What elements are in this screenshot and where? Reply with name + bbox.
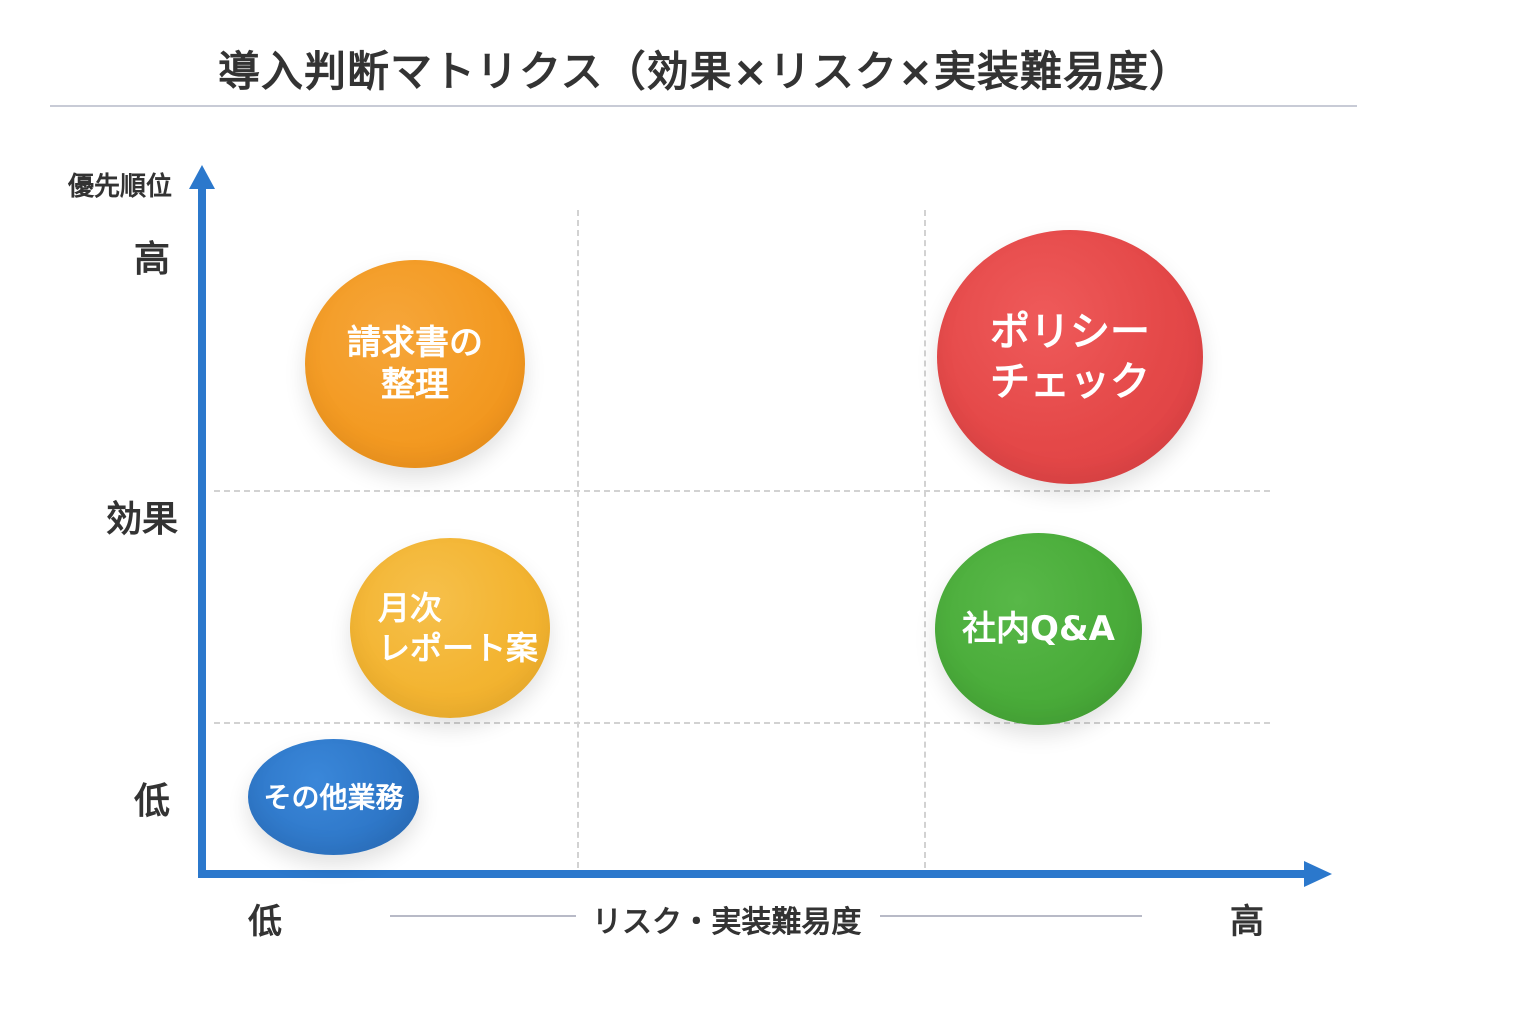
y-axis-line: [198, 186, 206, 878]
y-axis-title: 優先順位: [68, 172, 173, 202]
x-axis-low-label: 低: [248, 902, 282, 942]
x-axis-high-label: 高: [1230, 902, 1264, 942]
bubble-internal-qa: 社内Q&A: [935, 533, 1142, 725]
bubble-invoice-organization-label: 請求書の 整理: [347, 322, 483, 406]
grid-line-horizontal-1: [214, 490, 1270, 492]
grid-line-horizontal-2: [214, 722, 1270, 724]
x-axis-arrow-icon: [1304, 861, 1332, 887]
x-axis-title-left-rule: [390, 915, 576, 917]
y-axis-low-label: 低: [134, 781, 171, 822]
x-axis-title-right-rule: [880, 915, 1142, 917]
title-divider: [50, 105, 1357, 107]
bubble-other-work-label: その他業務: [263, 780, 404, 814]
y-axis-arrow-icon: [189, 165, 215, 189]
bubble-policy-check-label: ポリシー チェック: [990, 309, 1150, 405]
bubble-monthly-report-draft-label: 月次 レポート案: [378, 589, 539, 667]
x-axis-line: [198, 870, 1310, 878]
y-axis-high-label: 高: [134, 239, 171, 280]
bubble-other-work: その他業務: [248, 739, 419, 855]
bubble-internal-qa-label: 社内Q&A: [962, 608, 1115, 649]
grid-line-vertical-2: [924, 210, 926, 868]
bubble-monthly-report-draft: 月次 レポート案: [350, 538, 550, 718]
page-title: 導入判断マトリクス（効果×リスク×実装難易度）: [217, 47, 1193, 96]
x-axis-title: リスク・実装難易度: [592, 905, 862, 940]
bubble-policy-check: ポリシー チェック: [937, 230, 1203, 484]
bubble-invoice-organization: 請求書の 整理: [305, 260, 525, 468]
grid-line-vertical-1: [577, 210, 579, 868]
y-axis-effect-label: 効果: [106, 499, 179, 540]
